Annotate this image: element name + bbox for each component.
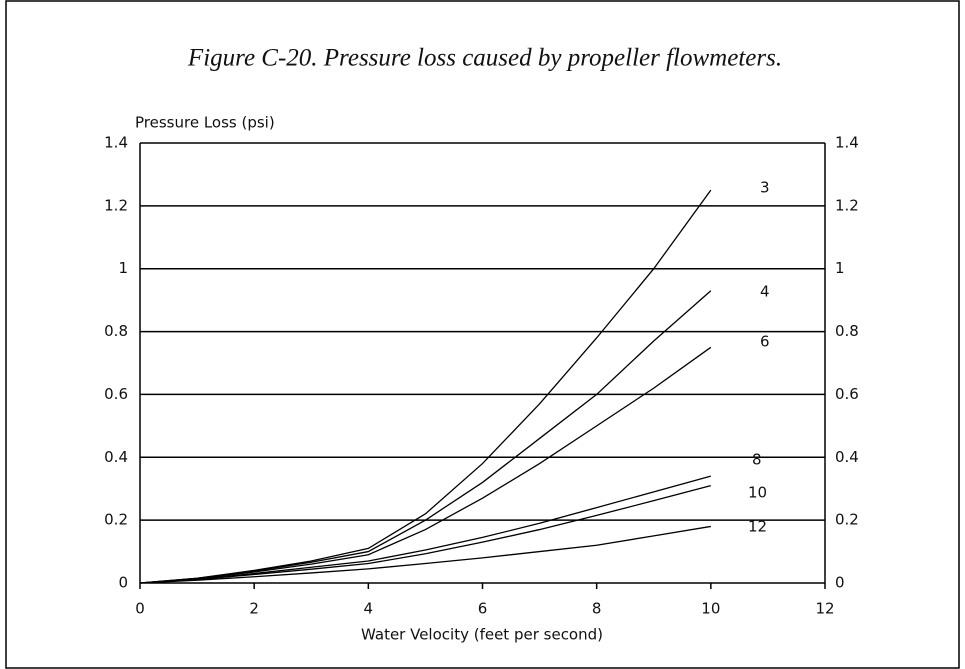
y-axis-title: Pressure Loss (psi) (135, 114, 275, 132)
curve (139, 525, 711, 584)
curve (139, 484, 711, 584)
y-tick-label: 0.6 (104, 385, 128, 403)
y2-tick-label: 0.8 (835, 322, 859, 340)
x-tick-label: 12 (815, 600, 834, 618)
y-tick-label: 1.4 (104, 134, 128, 152)
chart-title: Figure C-20. Pressure loss caused by pro… (187, 45, 782, 72)
series-label: 3 (760, 179, 770, 197)
y2-tick-label: 0 (835, 574, 845, 592)
y-tick-label: 0.8 (104, 322, 128, 340)
series-label: 12 (748, 518, 767, 536)
y2-tick-label: 0.6 (835, 385, 859, 403)
curve (139, 290, 712, 584)
y-tick-label: 1.2 (104, 196, 128, 214)
frame (5, 0, 960, 669)
x-axis-title: Water Velocity (feet per second) (361, 626, 603, 644)
y-tick-label: 1 (118, 259, 128, 277)
x-tick-label: 8 (592, 600, 602, 618)
y2-tick-label: 1.2 (835, 196, 859, 214)
series-label: 10 (748, 484, 767, 502)
x-tick-label: 2 (249, 600, 259, 618)
curve (139, 189, 712, 584)
y-tick-label: 0.2 (104, 511, 128, 529)
curve (139, 346, 712, 584)
series-label: 6 (760, 333, 770, 351)
y2-tick-label: 0.2 (835, 511, 859, 529)
series-label: 4 (760, 283, 770, 301)
y-tick-label: 0 (118, 574, 128, 592)
curve (139, 475, 712, 584)
y-tick-label: 0.4 (104, 448, 128, 466)
x-tick-label: 0 (135, 600, 145, 618)
series-label: 8 (752, 451, 762, 469)
y2-tick-label: 1 (835, 259, 845, 277)
x-tick-label: 4 (364, 600, 374, 618)
x-tick-label: 6 (478, 600, 488, 618)
y2-tick-label: 1.4 (835, 134, 859, 152)
y2-tick-label: 0.4 (835, 448, 859, 466)
x-tick-label: 10 (701, 600, 720, 618)
